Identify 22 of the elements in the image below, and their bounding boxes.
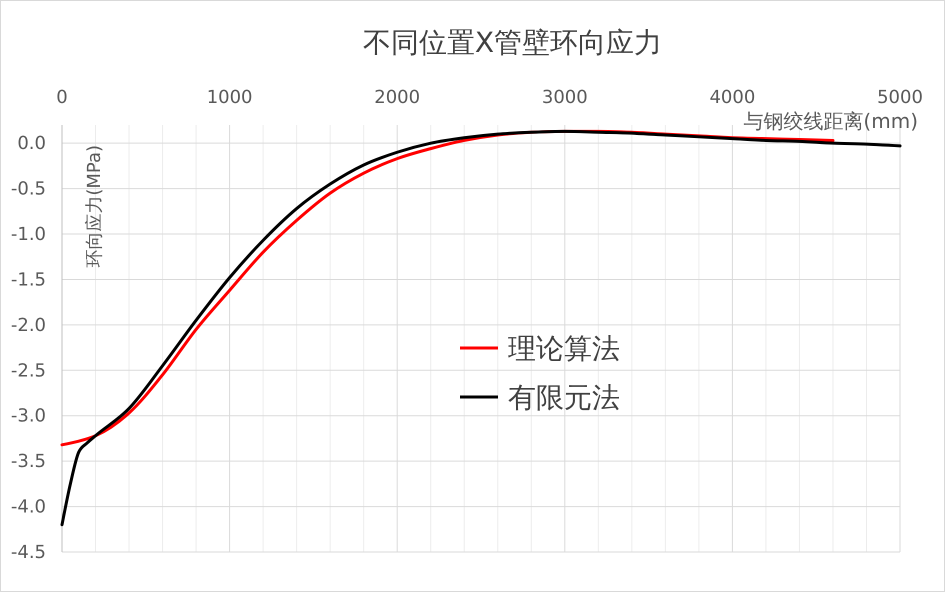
legend-label: 理论算法 [508,332,620,365]
y-tick-label: -1.0 [10,224,46,246]
y-axis-title: 环向应力(MPa) [84,145,105,268]
x-tick-label: 0 [56,87,68,108]
x-tick-label: 4000 [709,87,756,108]
legend-label: 有限元法 [508,381,620,414]
x-tick-label: 2000 [374,87,420,108]
x-tick-label: 3000 [542,87,588,108]
x-tick-label: 1000 [206,87,253,108]
x-tick-label: 5000 [877,87,923,108]
y-tick-label: -2.0 [10,314,46,336]
y-tick-label: -4.0 [10,496,46,518]
y-tick-label: -4.5 [10,542,46,563]
y-tick-label: -0.5 [10,178,46,200]
y-tick-label: -3.5 [10,451,46,472]
y-tick-label: 0.0 [17,133,46,154]
line-series [60,130,902,526]
x-axis-title: 与钢绞线距离(mm) [743,109,918,133]
y-tick-label: -3.0 [10,406,46,427]
y-tick-label: -2.5 [10,360,46,382]
chart-title: 不同位置X管壁环向应力 [362,26,662,59]
y-tick-label: -1.5 [10,269,46,290]
